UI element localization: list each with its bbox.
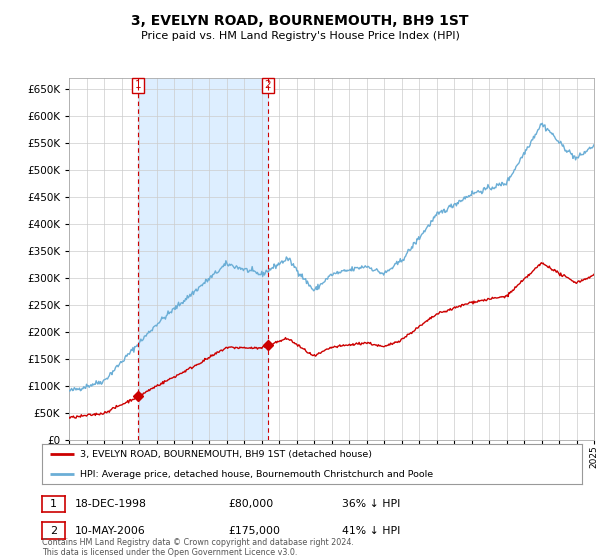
Text: 2: 2 (50, 526, 57, 536)
Text: £175,000: £175,000 (228, 526, 280, 536)
Text: 1: 1 (135, 80, 142, 90)
Text: HPI: Average price, detached house, Bournemouth Christchurch and Poole: HPI: Average price, detached house, Bour… (80, 470, 433, 479)
Text: Price paid vs. HM Land Registry's House Price Index (HPI): Price paid vs. HM Land Registry's House … (140, 31, 460, 41)
Text: 3, EVELYN ROAD, BOURNEMOUTH, BH9 1ST: 3, EVELYN ROAD, BOURNEMOUTH, BH9 1ST (131, 14, 469, 28)
Text: 2: 2 (265, 80, 271, 90)
Text: £80,000: £80,000 (228, 499, 273, 509)
Text: 36% ↓ HPI: 36% ↓ HPI (342, 499, 400, 509)
Text: 18-DEC-1998: 18-DEC-1998 (75, 499, 147, 509)
Bar (139, 78, 268, 440)
Text: 10-MAY-2006: 10-MAY-2006 (75, 526, 146, 536)
Text: 3, EVELYN ROAD, BOURNEMOUTH, BH9 1ST (detached house): 3, EVELYN ROAD, BOURNEMOUTH, BH9 1ST (de… (80, 450, 372, 459)
Text: 41% ↓ HPI: 41% ↓ HPI (342, 526, 400, 536)
Text: 1: 1 (50, 499, 57, 509)
Text: Contains HM Land Registry data © Crown copyright and database right 2024.
This d: Contains HM Land Registry data © Crown c… (42, 538, 354, 557)
